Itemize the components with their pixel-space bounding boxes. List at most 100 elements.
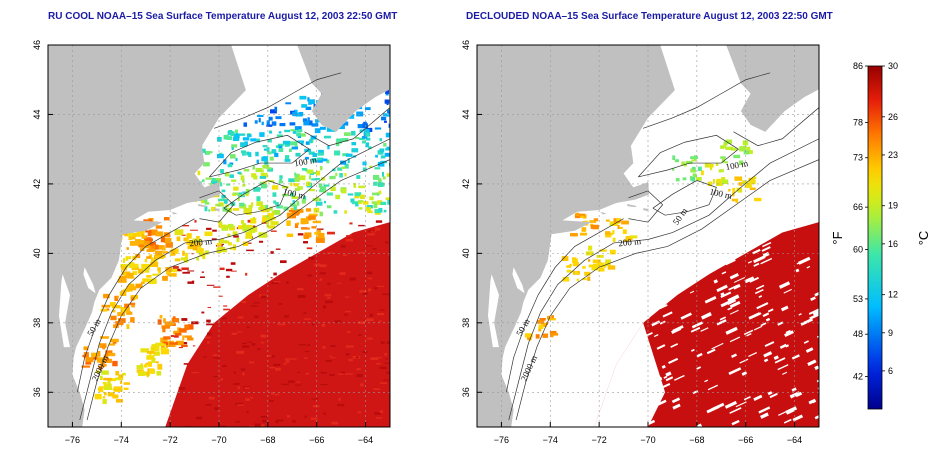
sst-pixel <box>307 117 310 122</box>
sst-pixel <box>178 387 186 390</box>
sst-pixel <box>375 417 383 419</box>
sst-pixel <box>271 391 274 395</box>
sst-pixel <box>382 113 388 117</box>
sst-pixel <box>293 183 299 187</box>
sst-pixel <box>104 358 112 363</box>
sst-pixel <box>380 155 386 159</box>
sst-pixel <box>240 368 246 371</box>
cloud-gap <box>681 242 690 248</box>
sst-pixel <box>294 177 300 182</box>
sst-pixel <box>572 258 578 263</box>
sst-pixel <box>318 149 324 155</box>
sst-pixel <box>340 245 346 248</box>
cloud-gap <box>816 378 819 383</box>
cloud-gap <box>780 305 789 312</box>
sst-pixel <box>351 142 357 146</box>
sst-pixel <box>743 150 750 155</box>
sst-pixel <box>354 196 360 199</box>
sst-pixel <box>214 178 221 184</box>
cloud-gap <box>651 271 664 279</box>
sst-pixel <box>326 252 335 254</box>
sst-pixel <box>272 150 277 154</box>
cloud-gap <box>706 348 716 355</box>
contour-label: 100 m <box>709 187 733 202</box>
cloud-gap <box>795 391 803 398</box>
sst-pixel <box>233 383 240 385</box>
sst-pixel <box>110 315 117 321</box>
sst-pixel <box>355 356 359 359</box>
sst-pixel <box>213 357 221 359</box>
sst-pixel <box>376 285 384 287</box>
sst-pixel <box>723 141 728 146</box>
cloud-gap <box>808 307 819 315</box>
sst-pixel <box>591 267 599 271</box>
sst-pixel <box>377 200 383 205</box>
cloud-gap <box>744 276 755 284</box>
sst-pixel <box>362 167 367 172</box>
sst-pixel <box>251 173 257 178</box>
sst-pixel <box>282 193 289 197</box>
sst-pixel <box>259 240 264 243</box>
sst-pixel <box>252 225 256 228</box>
land-island <box>643 208 650 211</box>
sst-pixel <box>344 210 347 214</box>
sst-pixel <box>738 160 744 166</box>
sst-pixel <box>150 261 159 268</box>
sst-pixel <box>246 326 250 329</box>
cloud-gap <box>695 423 703 427</box>
sst-pixel <box>160 236 165 243</box>
sst-pixel <box>273 200 277 204</box>
sst-pixel <box>124 303 130 309</box>
sst-pixel <box>118 374 124 379</box>
temperature-colorbar: 30 26 23 19 16 12 9 6 86 78 73 66 60 53 48 42 °F °C <box>830 61 931 410</box>
sst-pixel <box>348 114 355 119</box>
sst-pixel <box>605 233 612 238</box>
sst-pixel <box>260 183 267 189</box>
sst-pixel <box>599 249 607 252</box>
sst-pixel <box>232 192 239 195</box>
sst-pixel <box>160 337 168 343</box>
x-tick-label: −70 <box>640 435 655 445</box>
sst-pixel <box>220 169 224 174</box>
contour-2000m <box>515 159 819 421</box>
contour-2000m <box>86 159 390 421</box>
contour-50m <box>505 218 624 393</box>
sst-pixel <box>184 257 189 263</box>
sst-pixel <box>304 350 310 353</box>
sst-pixel <box>308 99 315 105</box>
sst-pixel <box>166 271 171 275</box>
sst-pixel <box>187 324 194 330</box>
sst-pixel <box>231 144 238 148</box>
sst-pixel <box>365 207 372 211</box>
sst-pixel <box>136 365 144 370</box>
cloud-gap <box>696 352 703 358</box>
sst-pixel <box>159 314 163 319</box>
sst-pixel <box>319 186 327 191</box>
sst-pixel <box>154 254 164 259</box>
sst-pixel <box>100 308 108 312</box>
land-island <box>198 204 209 208</box>
sst-pixel <box>308 213 318 217</box>
sst-pixel <box>246 249 254 252</box>
cloud-gap <box>725 259 736 266</box>
sst-pixel <box>233 235 239 238</box>
sst-pixel <box>157 267 161 272</box>
sst-pixel <box>365 318 374 322</box>
cloud-gap <box>665 376 674 382</box>
sst-pixel <box>241 342 247 344</box>
sst-pixel <box>213 354 218 357</box>
sst-pixel <box>540 323 547 328</box>
sst-pixel <box>261 334 267 338</box>
sst-pixel <box>550 334 554 338</box>
sst-pixel <box>256 114 264 117</box>
sst-pixel <box>344 172 347 177</box>
sst-pixel <box>232 208 240 211</box>
sst-pixel <box>204 231 213 237</box>
sst-pixel <box>383 120 387 123</box>
cloud-gap <box>814 412 819 420</box>
sst-pixel <box>592 259 601 264</box>
sst-pixel <box>681 161 686 166</box>
cloud-gap <box>627 314 641 323</box>
celsius-tick-label: 9 <box>888 328 893 338</box>
sst-pixel <box>288 209 296 213</box>
